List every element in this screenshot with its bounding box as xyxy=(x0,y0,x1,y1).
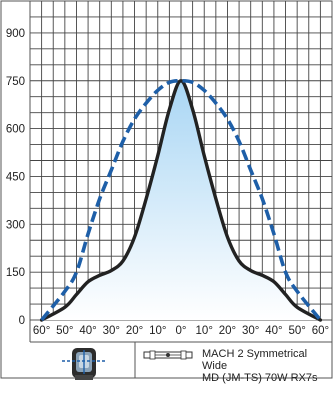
x-tick-label: 30° xyxy=(242,325,259,337)
x-tick-label: 40° xyxy=(79,325,96,337)
x-tick-label: 60° xyxy=(312,325,329,337)
series-line-solid xyxy=(39,79,323,322)
series-layer xyxy=(39,78,323,322)
x-tick-label: 60° xyxy=(33,325,50,337)
y-tick-labels: 0 150 300 450 600 750 900 xyxy=(6,28,25,327)
x-tick-labels: 60° 50° 40° 30° 20° 10° 0° 10° 20° 30° 40° 50° 60° xyxy=(33,325,329,337)
y-tick-label: 0 xyxy=(19,315,25,327)
caption-line-2: Wide xyxy=(202,360,227,372)
series-area-solid xyxy=(41,80,321,320)
x-tick-label: 10° xyxy=(149,325,166,337)
luminaire-front-icon xyxy=(62,348,106,380)
caption-line-1: MACH 2 Symmetrical xyxy=(202,348,307,360)
x-tick-label: 40° xyxy=(265,325,282,337)
x-tick-label: 10° xyxy=(196,325,213,337)
y-tick-label: 150 xyxy=(6,267,25,279)
y-tick-label: 900 xyxy=(6,28,25,40)
x-tick-label: 20° xyxy=(219,325,236,337)
x-tick-label: 20° xyxy=(126,325,143,337)
y-tick-label: 450 xyxy=(6,171,25,183)
caption-line-3: MD (JM-TS) 70W RX7s xyxy=(202,372,318,384)
area-fill xyxy=(41,80,321,320)
y-tick-label: 300 xyxy=(6,219,25,231)
lamp-diagram-icon xyxy=(143,350,193,360)
x-tick-label: 50° xyxy=(288,325,305,337)
y-tick-label: 750 xyxy=(6,76,25,88)
x-tick-label: 30° xyxy=(103,325,120,337)
x-tick-label: 0° xyxy=(176,325,187,337)
x-tick-label: 50° xyxy=(56,325,73,337)
y-tick-label: 600 xyxy=(6,124,25,136)
